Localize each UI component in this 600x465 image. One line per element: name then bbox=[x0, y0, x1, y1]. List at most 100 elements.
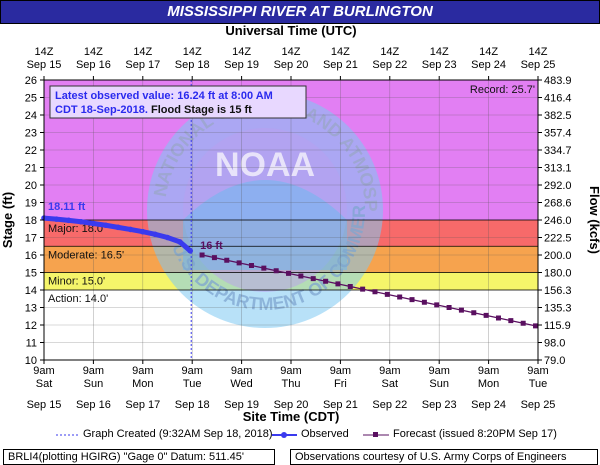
top-tick-time: 14Z bbox=[282, 46, 301, 58]
forecast-point bbox=[335, 281, 341, 287]
y2-tick-label: 79.0 bbox=[544, 355, 565, 367]
top-tick-date: Sep 19 bbox=[224, 59, 259, 71]
legend-forecast: Forecast (issued 8:20PM Sep 17) bbox=[393, 428, 557, 440]
observed-point bbox=[53, 216, 60, 222]
top-tick-date: Sep 17 bbox=[125, 59, 160, 71]
observed-point bbox=[127, 226, 134, 233]
forecast-point bbox=[347, 284, 353, 289]
top-tick-date: Sep 24 bbox=[471, 59, 506, 71]
forecast-point bbox=[211, 255, 217, 261]
y2-tick-label: 115.9 bbox=[544, 320, 571, 332]
top-tick-date: Sep 23 bbox=[422, 59, 457, 71]
top-tick-time: 14Z bbox=[84, 46, 103, 58]
bottom-tick-weekday: Wed bbox=[230, 378, 252, 390]
y2-tick-label: 483.9 bbox=[544, 75, 572, 87]
y-tick-label: 17 bbox=[25, 233, 37, 245]
bottom-tick-date: Sep 24 bbox=[471, 399, 506, 411]
forecast-start-label: 16 ft bbox=[200, 240, 223, 252]
forecast-point bbox=[199, 252, 205, 258]
y2-tick-label: 357.4 bbox=[544, 128, 572, 140]
forecast-point bbox=[533, 323, 539, 329]
axes: 10 11 12 13 14 15 16 17 18 19 20 21 22 23 24 25 26 79.0 98… bbox=[0, 23, 600, 424]
bottom-tick-weekday: Tue bbox=[529, 378, 548, 390]
forecast-point bbox=[409, 297, 415, 303]
top-tick-time: 14Z bbox=[380, 46, 399, 58]
observed-point bbox=[177, 239, 183, 245]
bottom-tick-weekday: Mon bbox=[478, 378, 499, 390]
observed-point bbox=[65, 217, 72, 224]
y2-tick-label: 222.5 bbox=[544, 233, 572, 245]
forecast-point bbox=[434, 302, 440, 308]
band-label-major: Major: 18.0' bbox=[48, 223, 105, 235]
legend-forecast-marker bbox=[373, 432, 378, 437]
y2-tick-label: 156.3 bbox=[544, 285, 572, 297]
forecast-point bbox=[458, 307, 464, 313]
top-tick-date: Sep 25 bbox=[521, 59, 556, 71]
bottom-tick-time: 9am bbox=[280, 365, 301, 377]
y-tick-label: 15 bbox=[25, 268, 37, 280]
y-tick-label: 14 bbox=[25, 285, 37, 297]
y2-axis-title: Flow (kcfs) bbox=[587, 186, 600, 254]
band-label-record: Record: 25.7' bbox=[470, 84, 535, 96]
annotation-layer: Latest observed value: 16.24 ft at 8:00 … bbox=[49, 85, 307, 119]
forecast-point bbox=[286, 270, 292, 276]
top-tick-date: Sep 16 bbox=[76, 59, 111, 71]
bottom-tick-date: Sep 21 bbox=[323, 399, 358, 411]
observed-point bbox=[90, 220, 97, 227]
series-layer: 18.11 ft 16 ft bbox=[41, 80, 539, 360]
y2-tick-label: 416.4 bbox=[544, 93, 572, 105]
y2-tick-label: 313.1 bbox=[544, 163, 572, 175]
bottom-tick-time: 9am bbox=[181, 365, 202, 377]
legend-observed: Observed bbox=[301, 428, 349, 440]
top-tick-date: Sep 22 bbox=[372, 59, 407, 71]
y-tick-label: 13 bbox=[25, 303, 37, 315]
bottom-tick-time: 9am bbox=[231, 365, 252, 377]
top-tick-time: 14Z bbox=[35, 46, 54, 58]
observed-point bbox=[78, 218, 84, 225]
band-label-moderate: Moderate: 16.5' bbox=[48, 249, 124, 261]
y-tick-label: 11 bbox=[26, 338, 37, 350]
bottom-tick-time: 9am bbox=[527, 365, 548, 377]
annotation-line-2a: CDT 18-Sep-2018. bbox=[55, 104, 148, 116]
y2-tick-label: 200.0 bbox=[544, 250, 572, 262]
observed-point bbox=[187, 248, 194, 254]
top-tick-time: 14Z bbox=[430, 46, 449, 58]
bottom-tick-date: Sep 25 bbox=[521, 399, 556, 411]
footer-credit: Observations courtesy of U.S. Army Corps… bbox=[290, 449, 598, 465]
forecast-point bbox=[273, 268, 279, 274]
forecast-point bbox=[224, 257, 230, 263]
y-tick-label: 22 bbox=[25, 145, 37, 157]
forecast-point bbox=[508, 318, 514, 324]
y2-tick-label: 180.0 bbox=[544, 268, 572, 280]
flood-category-labels: Record: 25.7' Major: 18.0' Moderate: 16.5'… bbox=[48, 84, 535, 305]
bottom-tick-time: 9am bbox=[478, 365, 499, 377]
forecast-point bbox=[421, 299, 427, 305]
watermark-wave bbox=[183, 180, 347, 270]
top-tick-date: Sep 20 bbox=[274, 59, 309, 71]
bottom-tick-weekday: Fri bbox=[334, 378, 347, 390]
bottom-tick-weekday: Mon bbox=[132, 378, 153, 390]
top-tick-time: 14Z bbox=[331, 46, 350, 58]
forecast-point bbox=[261, 265, 267, 271]
chart-title: MISSISSIPPI RIVER AT BURLINGTON bbox=[0, 0, 600, 24]
y2-tick-label: 246.0 bbox=[544, 215, 572, 227]
top-tick-date: Sep 18 bbox=[175, 59, 210, 71]
watermark-logo-text: NOAA bbox=[215, 146, 315, 184]
top-tick-time: 14Z bbox=[529, 46, 548, 58]
y2-tick-label: 98.0 bbox=[544, 338, 565, 350]
forecast-point bbox=[360, 286, 366, 292]
y2-tick-label: 292.0 bbox=[544, 180, 572, 192]
y-tick-label: 23 bbox=[25, 128, 37, 140]
y-tick-label: 12 bbox=[25, 320, 37, 332]
bottom-tick-time: 9am bbox=[428, 365, 449, 377]
bottom-tick-weekday: Sat bbox=[382, 378, 399, 390]
legend-observed-marker bbox=[281, 432, 287, 438]
bottom-tick-time: 9am bbox=[83, 365, 104, 377]
observed-point bbox=[115, 224, 121, 231]
y2-tick-label: 268.6 bbox=[544, 198, 572, 210]
forecast-point bbox=[446, 305, 452, 310]
annotation-line-1: Latest observed value: 16.24 ft at 8:00 … bbox=[55, 90, 273, 102]
forecast-point bbox=[248, 263, 254, 268]
bottom-tick-weekday: Sun bbox=[84, 378, 104, 390]
